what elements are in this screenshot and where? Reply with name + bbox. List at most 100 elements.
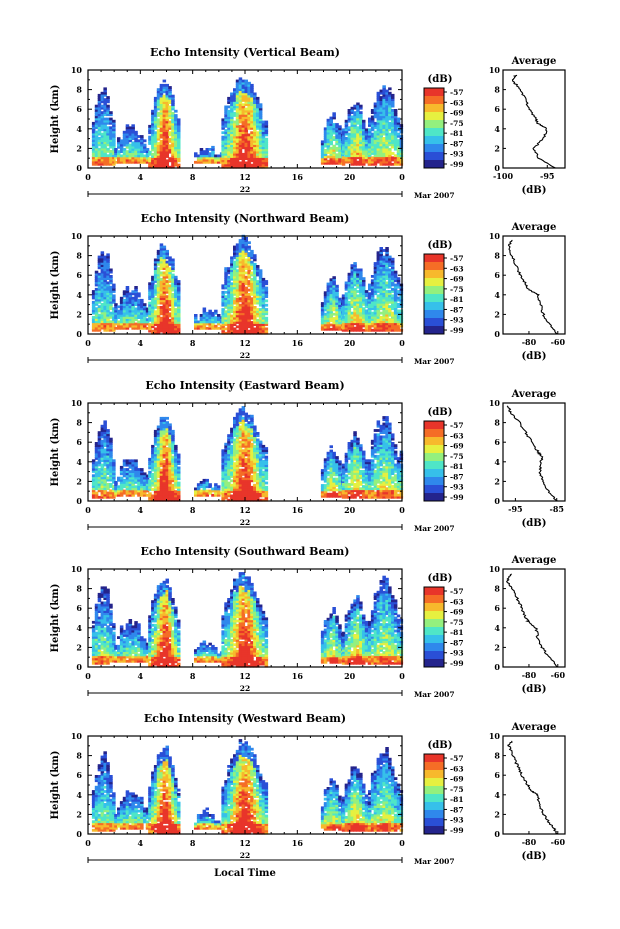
echo-cell — [106, 472, 110, 475]
echo-cell — [253, 163, 257, 167]
echo-cell — [385, 270, 389, 274]
echo-cell — [131, 320, 135, 324]
echo-cell — [326, 146, 331, 150]
echo-cell — [148, 457, 152, 461]
echo-cell — [91, 126, 96, 130]
echo-cell — [112, 137, 116, 140]
echo-cell — [362, 130, 366, 134]
echo-cell — [230, 301, 234, 305]
echo-cell — [350, 139, 354, 142]
echo-cell — [264, 280, 269, 283]
echo-cell — [100, 257, 105, 261]
echo-cell — [159, 488, 164, 491]
echo-cell — [385, 281, 389, 285]
echo-cell — [388, 277, 392, 280]
echo-cell — [165, 252, 169, 255]
colorbar-tick-label: -81 — [450, 129, 464, 138]
echo-cell — [137, 143, 141, 147]
echo-cell — [261, 325, 266, 329]
echo-cell — [148, 318, 152, 322]
echo-cell — [221, 312, 225, 316]
echo-cell — [244, 83, 248, 87]
echo-cell — [230, 137, 234, 141]
echo-cell — [171, 477, 175, 481]
echo-cell — [137, 292, 141, 296]
echo-cell — [329, 317, 333, 320]
echo-cell — [233, 273, 237, 277]
echo-cell — [221, 297, 225, 301]
echo-cell — [109, 285, 113, 289]
echo-cell — [332, 114, 336, 118]
echo-cell — [388, 132, 392, 136]
echo-cell — [256, 109, 260, 113]
echo-cell — [162, 277, 167, 281]
echo-cell — [364, 290, 369, 293]
echo-cell — [177, 148, 181, 152]
echo-cell — [177, 295, 181, 298]
echo-cell — [370, 307, 375, 311]
echo-cell — [241, 146, 246, 150]
echo-cell — [244, 133, 248, 137]
echo-cell — [364, 137, 369, 140]
echo-cell — [326, 140, 331, 144]
echo-cell — [256, 142, 260, 145]
echo-cell — [134, 290, 138, 294]
echo-cell — [241, 323, 246, 326]
echo-cell — [151, 155, 155, 158]
echo-cell — [247, 103, 251, 107]
echo-cell — [368, 158, 372, 162]
echo-cell — [156, 432, 161, 435]
echo-cell — [256, 118, 260, 122]
echo-cell — [109, 476, 113, 480]
echo-cell — [128, 298, 133, 302]
echo-cell — [168, 479, 172, 483]
echo-cell — [391, 139, 395, 142]
echo-cell — [156, 135, 161, 139]
echo-cell — [376, 150, 381, 153]
echo-cell — [103, 318, 107, 321]
echo-cell — [253, 142, 257, 145]
echo-cell — [97, 283, 102, 287]
echo-cell — [241, 277, 246, 281]
echo-cell — [368, 292, 372, 296]
echo-cell — [241, 131, 246, 135]
echo-cell — [174, 468, 178, 472]
echo-cell — [109, 493, 113, 497]
echo-cell — [347, 285, 352, 289]
echo-cell — [233, 312, 237, 316]
echo-cell — [391, 93, 395, 97]
echo-cell — [91, 491, 96, 495]
echo-cell — [341, 294, 346, 298]
echo-cell — [323, 304, 328, 307]
echo-cell — [159, 427, 164, 431]
echo-cell — [264, 165, 269, 169]
echo-cell — [97, 318, 102, 321]
echo-cell — [247, 316, 251, 320]
echo-cell — [379, 285, 383, 289]
echo-cell — [235, 90, 240, 94]
echo-cell — [359, 145, 363, 149]
echo-cell — [145, 478, 150, 482]
echo-cell — [241, 144, 246, 148]
echo-cell — [100, 487, 105, 491]
echo-cell — [168, 99, 172, 102]
echo-cell — [165, 271, 169, 275]
echo-cell — [364, 132, 369, 136]
echo-cell — [382, 130, 386, 134]
echo-cell — [230, 122, 234, 126]
echo-cell — [122, 461, 127, 465]
echo-cell — [356, 137, 360, 140]
echo-cell — [114, 320, 118, 324]
echo-cell — [385, 305, 389, 308]
profile-y-tick-label: 10 — [489, 65, 501, 75]
echo-cell — [171, 460, 175, 463]
echo-cell — [194, 152, 198, 156]
echo-cell — [221, 316, 225, 320]
echo-cell — [233, 122, 237, 126]
echo-cell — [91, 290, 96, 293]
echo-cell — [91, 318, 96, 321]
echo-cell — [247, 114, 251, 117]
echo-cell — [131, 148, 135, 151]
echo-cell — [112, 480, 116, 484]
echo-cell — [153, 432, 158, 435]
